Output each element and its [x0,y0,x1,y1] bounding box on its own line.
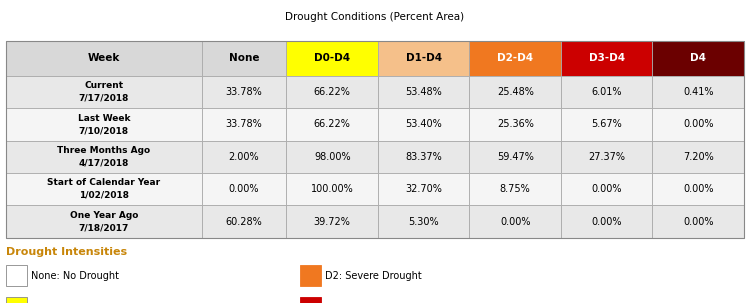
Text: 0.00%: 0.00% [592,184,622,194]
Bar [470,141,561,173]
Text: 0.00%: 0.00% [683,119,713,129]
Text: 0.00%: 0.00% [592,217,622,227]
Bar [470,41,561,76]
Text: 60.28%: 60.28% [226,217,262,227]
Bar [652,173,744,205]
Bar [6,265,27,286]
Bar [561,173,652,205]
Text: Drought Conditions (Percent Area): Drought Conditions (Percent Area) [286,12,464,22]
Bar [561,205,652,238]
Bar [286,173,378,205]
Bar [286,76,378,108]
Bar [202,173,286,205]
Bar [652,141,744,173]
Text: 66.22%: 66.22% [314,119,351,129]
Text: D0-D4: D0-D4 [314,53,350,63]
Bar [6,173,202,205]
Bar [6,205,202,238]
Text: 0.00%: 0.00% [683,184,713,194]
Text: 6.01%: 6.01% [592,87,622,97]
Bar [6,108,202,141]
Text: One Year Ago
7/18/2017: One Year Ago 7/18/2017 [70,211,138,232]
Text: 53.40%: 53.40% [405,119,442,129]
Bar [6,141,202,173]
Bar [286,41,378,76]
Bar [6,41,744,238]
Bar [202,108,286,141]
Bar [202,76,286,108]
Bar [652,108,744,141]
Text: 39.72%: 39.72% [314,217,351,227]
Text: 32.70%: 32.70% [405,184,442,194]
Bar [561,41,652,76]
Text: None: No Drought: None: No Drought [31,271,118,281]
Bar [561,108,652,141]
Text: 5.30%: 5.30% [409,217,439,227]
Text: 25.36%: 25.36% [496,119,534,129]
Text: D2: Severe Drought: D2: Severe Drought [325,271,422,281]
Text: 59.47%: 59.47% [496,152,534,162]
Bar [470,76,561,108]
Bar [300,265,321,286]
Text: D0: Abnormally Dry: D0: Abnormally Dry [31,302,127,303]
Text: 98.00%: 98.00% [314,152,350,162]
Text: None: None [229,53,260,63]
Bar [286,141,378,173]
Bar [378,173,470,205]
Text: Current
7/17/2018: Current 7/17/2018 [79,81,129,103]
Bar [378,76,470,108]
Text: 2.00%: 2.00% [229,152,260,162]
Bar [561,141,652,173]
Text: 0.00%: 0.00% [500,217,530,227]
Text: 66.22%: 66.22% [314,87,351,97]
Bar [470,205,561,238]
Text: 100.00%: 100.00% [310,184,353,194]
Bar [652,205,744,238]
Bar [378,41,470,76]
Text: D1-D4: D1-D4 [406,53,442,63]
Bar [470,173,561,205]
Bar [202,141,286,173]
Text: D3-D4: D3-D4 [589,53,625,63]
Text: 0.41%: 0.41% [683,87,713,97]
Bar [561,76,652,108]
Text: Three Months Ago
4/17/2018: Three Months Ago 4/17/2018 [57,146,150,168]
Text: Drought Intensities: Drought Intensities [6,247,127,257]
Bar [378,108,470,141]
Text: 53.48%: 53.48% [405,87,442,97]
Text: 0.00%: 0.00% [683,217,713,227]
Bar [286,108,378,141]
Bar [286,205,378,238]
Text: 27.37%: 27.37% [588,152,626,162]
Bar [378,205,470,238]
Text: Week: Week [88,53,120,63]
Bar [6,41,202,76]
Bar [202,205,286,238]
Text: Last Week
7/10/2018: Last Week 7/10/2018 [77,114,130,135]
Bar [652,76,744,108]
Text: 25.48%: 25.48% [496,87,534,97]
Text: D2-D4: D2-D4 [497,53,533,63]
Bar [470,108,561,141]
Bar [300,297,321,303]
Text: D3: Extreme Drought: D3: Extreme Drought [325,302,429,303]
Text: Start of Calendar Year
1/02/2018: Start of Calendar Year 1/02/2018 [47,178,160,200]
Text: 33.78%: 33.78% [226,119,262,129]
Bar [202,41,286,76]
Text: D4: D4 [690,53,706,63]
Bar [652,41,744,76]
Text: 8.75%: 8.75% [500,184,530,194]
Text: 83.37%: 83.37% [405,152,442,162]
Text: 5.67%: 5.67% [591,119,622,129]
Bar [378,141,470,173]
Bar [6,76,202,108]
Bar [6,297,27,303]
Text: 33.78%: 33.78% [226,87,262,97]
Text: 7.20%: 7.20% [682,152,713,162]
Text: 0.00%: 0.00% [229,184,260,194]
